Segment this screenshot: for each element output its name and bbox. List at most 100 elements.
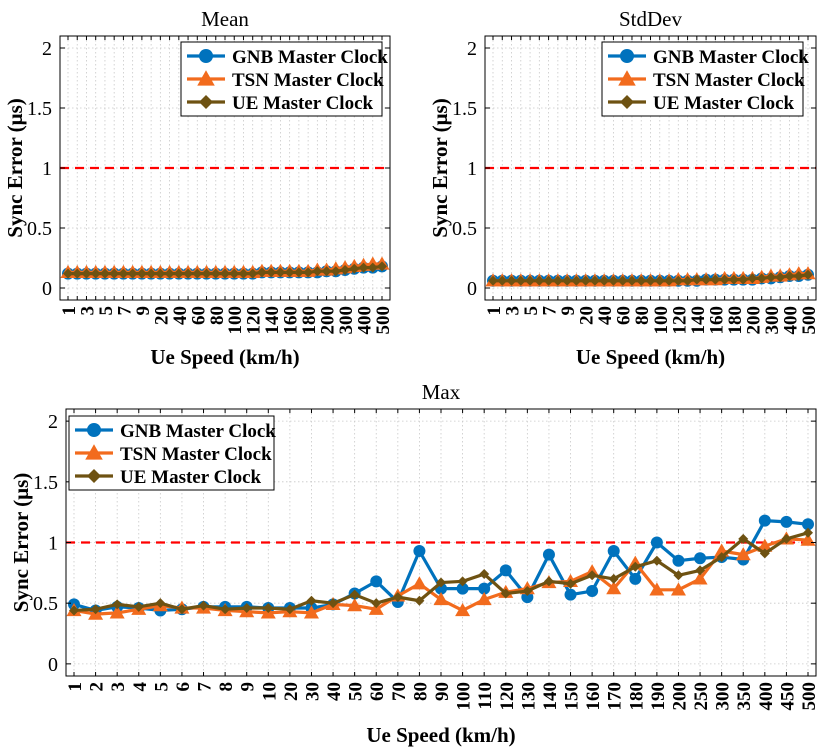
data-point [81,268,92,279]
data-point [69,605,79,616]
y-tick-label: 1 [48,533,58,555]
x-tick-label: 500 [373,306,394,335]
data-point [349,263,360,274]
x-tick-label: 90 [432,682,453,701]
data-point [765,272,776,283]
x-tick-label: 500 [799,306,820,335]
legend-marker [197,70,215,86]
x-tick-label: 40 [324,682,345,701]
x-tick-label: 300 [336,306,357,335]
data-point [349,589,360,600]
data-point [488,275,498,286]
x-tick-label: 7 [540,306,561,316]
data-point [127,268,138,279]
x-tick-label: 3 [108,682,129,692]
data-point [780,515,793,528]
data-point [651,555,662,566]
data-point [112,599,123,610]
x-axis-label: Ue Speed (km/h) [576,345,725,369]
legend-marker [620,95,634,109]
data-point [146,268,157,279]
x-tick-label: 100 [225,306,246,335]
data-point [589,275,600,286]
x-tick-label: 160 [281,306,302,335]
x-tick-label: 180 [725,306,746,335]
data-point [695,565,706,576]
data-point [562,275,573,286]
data-point [710,274,721,285]
data-point [716,552,727,563]
chart-title: StdDev [619,7,683,31]
legend-label: UE Master Clock [232,93,374,114]
data-point [543,576,554,587]
data-point [99,268,110,279]
data-point [436,577,446,588]
x-tick-label: 4 [130,682,151,692]
data-point [284,604,295,615]
data-point [198,600,209,611]
x-tick-label: 9 [238,682,259,692]
x-tick-label: 120 [497,682,518,711]
x-tick-label: 160 [583,682,604,711]
x-tick-label: 80 [207,306,228,325]
data-point [433,592,449,606]
data-point [411,576,427,590]
x-tick-label: 150 [562,682,583,711]
data-point [247,268,258,279]
data-point [522,586,533,597]
data-point [312,266,323,277]
x-tick-label: 130 [518,682,539,711]
data-point [371,598,382,609]
data-point [63,268,73,279]
y-tick-label: 2 [467,38,477,60]
x-tick-label: 5 [151,682,172,692]
y-tick-label: 0 [48,654,58,676]
data-point [293,267,304,278]
legend-marker [87,423,101,437]
y-tick-label: 0 [42,278,52,300]
panel-mean: 00.511.521357920406080100120140160180200… [3,7,394,369]
legend-marker [87,469,101,483]
data-point [673,570,684,581]
data-point [176,604,187,615]
data-point [413,544,426,557]
x-tick-label: 140 [262,306,283,335]
data-point [692,571,708,585]
y-tick-label: 0 [467,278,477,300]
data-point [664,275,675,286]
data-point [164,268,175,279]
data-point [506,275,517,286]
data-point [457,576,468,587]
data-point [599,275,610,286]
x-tick-label: 170 [605,682,626,711]
x-tick-label: 60 [188,306,209,325]
x-tick-label: 20 [281,682,302,701]
y-axis-label: Sync Error (μs) [3,98,27,237]
data-point [775,272,786,283]
data-point [781,533,792,544]
y-tick-label: 1 [42,158,52,180]
data-point [629,572,642,585]
data-point [263,603,274,614]
data-point [497,275,508,286]
data-point [340,265,351,275]
data-point [649,582,665,596]
data-point [784,271,795,281]
y-tick-label: 1.5 [452,98,477,120]
x-tick-label: 9 [133,306,154,316]
x-tick-label: 9 [558,306,579,316]
data-point [306,595,317,606]
x-axis-label: Ue Speed (km/h) [366,723,515,747]
x-tick-label: 40 [595,306,616,325]
x-tick-label: 1 [484,306,505,316]
data-point [238,268,249,279]
x-tick-label: 160 [706,306,727,335]
data-point [793,271,804,281]
x-tick-label: 7 [195,682,216,692]
y-tick-label: 0.5 [27,218,52,240]
legend-label: TSN Master Clock [120,444,272,465]
data-point [580,275,591,286]
